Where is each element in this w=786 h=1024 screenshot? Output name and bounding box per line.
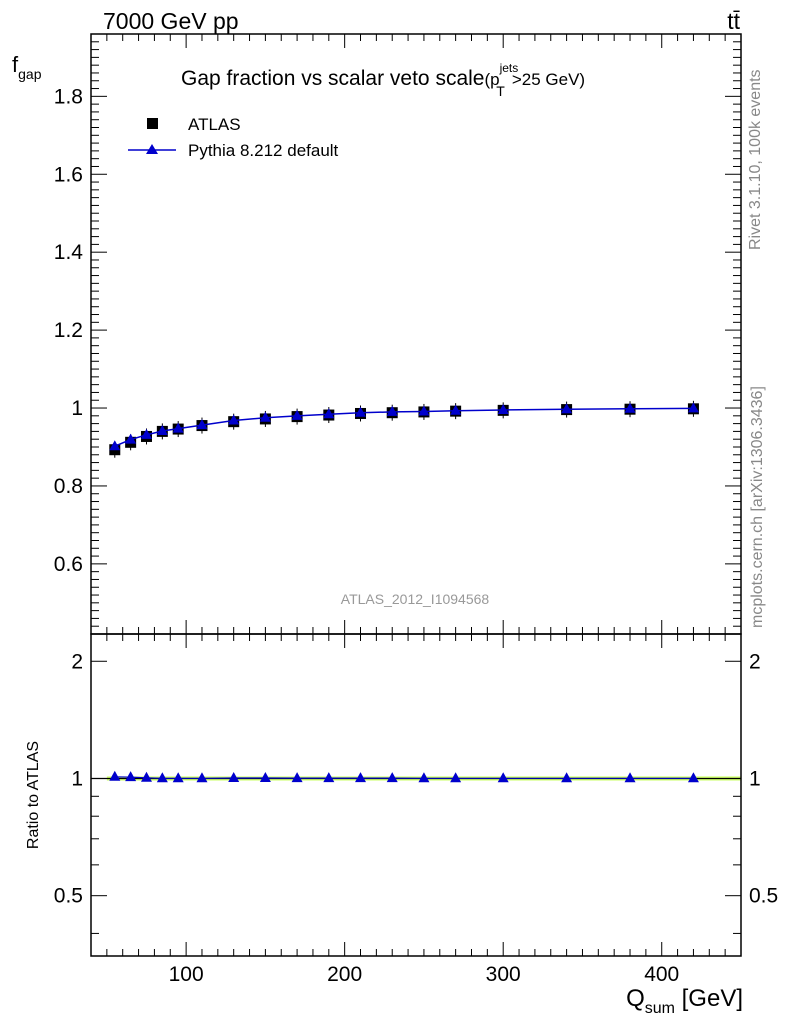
main-series xyxy=(109,400,699,458)
rivet-label: Rivet 3.1.10, 100k events xyxy=(747,69,764,250)
legend-data-marker xyxy=(147,118,158,129)
y-tick-label: 1.4 xyxy=(54,241,84,264)
mc-point xyxy=(109,440,121,451)
ratio-frame xyxy=(90,633,742,957)
ratio-point xyxy=(259,771,271,782)
mc-point xyxy=(450,404,462,415)
main-panel: fgap Gap fraction vs scalar veto scale(p… xyxy=(12,33,742,635)
energy-label: 7000 GeV pp xyxy=(103,8,239,34)
ratio-point xyxy=(687,772,699,783)
ratio-point xyxy=(418,772,430,783)
ratio-point xyxy=(355,772,367,783)
ratio-y-tick-label-right: 0.5 xyxy=(749,885,778,908)
ratio-point xyxy=(109,770,121,781)
ratio-y-tick-label-right: 1 xyxy=(749,767,761,790)
mc-point xyxy=(125,433,137,444)
x-tick-label: 300 xyxy=(486,963,521,986)
mc-point xyxy=(323,408,335,419)
ratio-y-tick-label: 2 xyxy=(71,650,83,673)
main-ylabel: fgap xyxy=(12,52,42,82)
chart-title: Gap fraction vs scalar veto scale(pjets T… xyxy=(181,61,585,99)
legend-data-label: ATLAS xyxy=(188,115,241,134)
ratio-point xyxy=(450,772,462,783)
ratio-point xyxy=(386,772,398,783)
ratio-axis-ticks xyxy=(91,634,742,956)
y-tick-label: 1.6 xyxy=(54,163,83,186)
ratio-y-tick-label-right: 2 xyxy=(749,650,761,673)
mc-point xyxy=(196,419,208,430)
mc-point xyxy=(172,422,184,433)
main-y-tick-labels: 0.6 0.8 1 1.2 1.4 1.6 1.8 xyxy=(54,85,84,576)
mc-point xyxy=(687,402,699,413)
ratio-series xyxy=(109,770,699,783)
legend-mc-label: Pythia 8.212 default xyxy=(188,141,339,160)
y-tick-label: 1.8 xyxy=(54,85,83,108)
ratio-ylabel: Ratio to ATLAS xyxy=(25,741,42,849)
x-tick-labels: 100 200 300 400 xyxy=(169,963,680,986)
mc-point xyxy=(386,405,398,416)
y-tick-label: 0.6 xyxy=(54,553,83,576)
ratio-y-tick-labels: 0.5 0.5 1 1 2 2 xyxy=(54,650,778,907)
ratio-point xyxy=(497,772,509,783)
ratio-point xyxy=(561,772,573,783)
ratio-point xyxy=(323,772,335,783)
mc-point xyxy=(259,411,271,422)
x-axis-label: Qsum [GeV] xyxy=(626,985,743,1017)
mcplots-label: mcplots.cern.ch [arXiv:1306.3436] xyxy=(749,386,766,628)
mc-point xyxy=(291,409,303,420)
ratio-point xyxy=(624,772,636,783)
ratio-panel: Ratio to ATLAS 0.5 0.5 1 1 2 2 100 200 300 400 Q… xyxy=(25,633,778,1017)
x-tick-label: 100 xyxy=(169,963,204,986)
mc-point xyxy=(624,402,636,413)
ratio-point xyxy=(291,772,303,783)
x-tick-label: 200 xyxy=(327,963,362,986)
process-label: tt̄ xyxy=(727,8,740,34)
y-tick-label: 1 xyxy=(71,397,83,420)
mc-point xyxy=(140,428,152,439)
main-axis-ticks xyxy=(91,33,742,634)
y-tick-label: 1.2 xyxy=(54,319,83,342)
ratio-point xyxy=(172,772,184,783)
mc-point xyxy=(156,425,168,436)
legend-mc-marker xyxy=(146,144,158,154)
ratio-point xyxy=(156,772,168,783)
ratio-y-tick-label: 0.5 xyxy=(54,885,83,908)
ratio-y-tick-label: 1 xyxy=(71,767,83,790)
ratio-point xyxy=(196,772,208,783)
mc-point xyxy=(228,414,240,425)
ratio-point xyxy=(125,771,137,782)
mc-point xyxy=(418,405,430,416)
analysis-watermark: ATLAS_2012_I1094568 xyxy=(341,591,490,607)
y-tick-label: 0.8 xyxy=(54,475,83,498)
mc-point xyxy=(561,403,573,414)
mc-point xyxy=(497,403,509,414)
mc-point xyxy=(355,406,367,417)
ratio-point xyxy=(228,771,240,782)
legend: ATLAS Pythia 8.212 default xyxy=(128,115,339,160)
ratio-point xyxy=(140,771,152,782)
x-tick-label: 400 xyxy=(644,963,679,986)
